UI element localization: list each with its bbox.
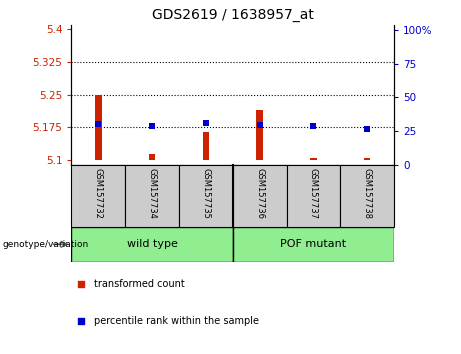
Point: [95, 121, 102, 127]
Bar: [256, 110, 263, 160]
Bar: [71, 227, 233, 262]
Text: transformed count: transformed count: [94, 279, 185, 289]
Bar: [203, 132, 209, 160]
Point: [77, 281, 85, 287]
Text: GSM157734: GSM157734: [148, 168, 157, 218]
Point: [364, 126, 371, 132]
Bar: [287, 165, 340, 227]
Text: percentile rank within the sample: percentile rank within the sample: [94, 316, 259, 326]
Text: GSM157732: GSM157732: [94, 168, 103, 218]
Point: [77, 319, 85, 324]
Text: GSM157737: GSM157737: [309, 168, 318, 219]
Point: [202, 120, 210, 126]
Text: POF mutant: POF mutant: [280, 239, 347, 249]
Text: wild type: wild type: [127, 239, 177, 249]
Text: GSM157738: GSM157738: [363, 168, 372, 219]
Bar: [340, 165, 394, 227]
Bar: [179, 165, 233, 227]
Bar: [149, 154, 155, 160]
Bar: [310, 158, 317, 160]
Bar: [233, 227, 394, 262]
Bar: [364, 158, 371, 160]
Text: genotype/variation: genotype/variation: [2, 240, 89, 249]
Bar: [95, 95, 101, 160]
Point: [310, 123, 317, 129]
Bar: [233, 165, 287, 227]
Bar: [125, 165, 179, 227]
Bar: [71, 165, 125, 227]
Title: GDS2619 / 1638957_at: GDS2619 / 1638957_at: [152, 8, 314, 22]
Point: [148, 123, 156, 129]
Text: GSM157736: GSM157736: [255, 168, 264, 219]
Text: GSM157735: GSM157735: [201, 168, 210, 218]
Point: [256, 122, 263, 128]
